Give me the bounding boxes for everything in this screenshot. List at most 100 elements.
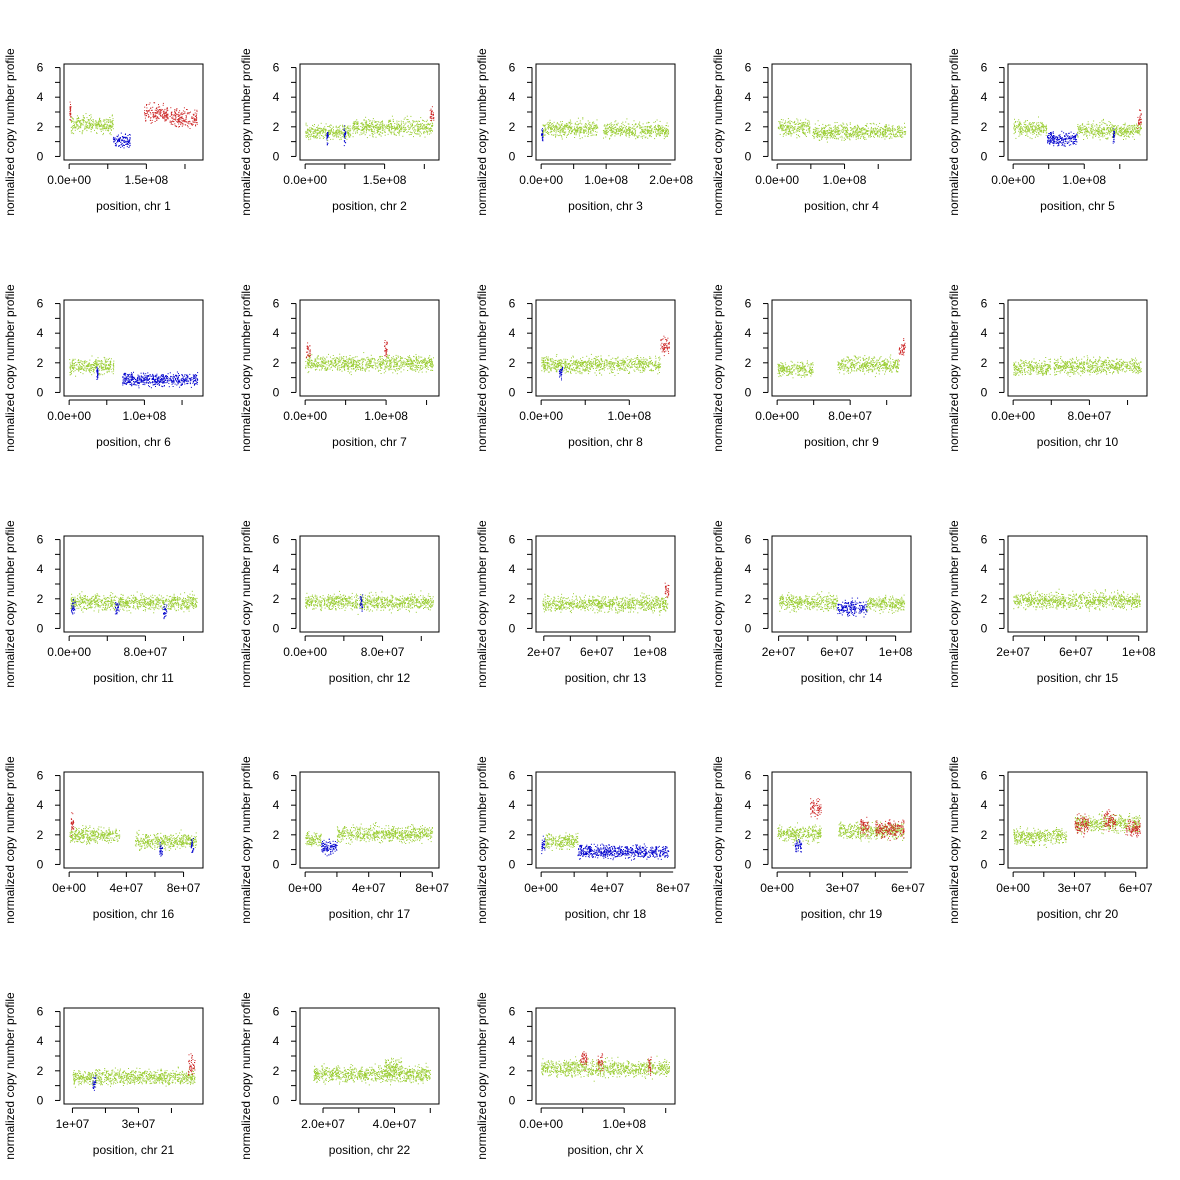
data-point xyxy=(419,125,421,127)
data-point xyxy=(824,136,826,138)
data-point xyxy=(343,136,345,138)
data-point xyxy=(182,123,184,125)
data-point xyxy=(1037,130,1039,132)
data-point xyxy=(844,132,846,134)
data-point xyxy=(1020,128,1022,130)
data-point xyxy=(117,140,119,142)
data-point xyxy=(809,132,811,134)
data-point xyxy=(586,125,588,127)
data-point xyxy=(104,127,105,129)
data-point xyxy=(108,369,110,370)
data-point xyxy=(100,362,102,364)
data-point xyxy=(375,121,376,123)
data-point xyxy=(194,120,196,122)
data-point xyxy=(97,126,99,128)
data-point xyxy=(145,113,147,115)
data-point xyxy=(102,127,104,129)
data-point xyxy=(314,136,316,137)
data-point xyxy=(368,129,370,131)
data-point xyxy=(621,125,622,127)
data-point xyxy=(409,128,411,130)
data-point xyxy=(365,124,367,126)
data-point xyxy=(413,128,415,130)
data-point xyxy=(404,117,406,119)
data-point xyxy=(1064,135,1066,136)
data-point xyxy=(832,136,834,138)
data-point xyxy=(365,126,367,128)
data-point xyxy=(70,119,72,121)
data-point xyxy=(609,126,610,127)
data-point xyxy=(1133,130,1134,132)
data-point xyxy=(391,128,392,130)
data-point xyxy=(798,135,799,137)
data-point xyxy=(1026,132,1028,134)
data-point xyxy=(337,132,339,134)
data-point xyxy=(859,128,861,130)
data-point xyxy=(416,123,418,125)
data-point xyxy=(146,104,148,105)
data-point xyxy=(162,114,163,116)
data-point xyxy=(588,133,589,135)
data-point xyxy=(71,130,73,131)
data-point xyxy=(804,126,806,128)
data-point xyxy=(614,121,616,123)
data-point xyxy=(105,129,107,131)
data-point xyxy=(396,120,398,122)
data-point xyxy=(73,122,75,124)
data-point xyxy=(792,122,794,124)
data-point xyxy=(831,129,833,131)
data-point xyxy=(178,121,180,123)
data-point xyxy=(421,123,423,124)
data-point xyxy=(388,128,390,130)
data-point xyxy=(1062,143,1063,145)
data-point xyxy=(429,128,431,130)
data-point xyxy=(879,136,880,138)
data-point xyxy=(801,123,803,125)
data-point xyxy=(647,129,649,131)
data-point xyxy=(869,123,871,124)
data-point xyxy=(1071,138,1073,139)
data-point xyxy=(1070,140,1072,142)
data-point xyxy=(154,116,156,118)
data-point xyxy=(843,127,845,129)
data-point xyxy=(90,364,92,366)
data-point xyxy=(113,360,115,362)
data-point xyxy=(91,374,93,376)
data-point xyxy=(1138,123,1139,125)
x-axis-title: position, chr 3 xyxy=(568,199,643,213)
data-point xyxy=(419,128,421,130)
data-point xyxy=(389,131,391,133)
data-point xyxy=(561,129,563,131)
data-point xyxy=(402,121,404,122)
data-point xyxy=(94,364,95,366)
data-point xyxy=(404,123,406,125)
data-point xyxy=(1140,121,1142,123)
segment-normal xyxy=(1077,118,1142,141)
data-point xyxy=(403,129,405,131)
data-point xyxy=(322,135,324,137)
data-point xyxy=(195,125,197,127)
data-point xyxy=(664,128,666,130)
data-point xyxy=(178,123,180,125)
data-point xyxy=(101,362,103,364)
data-point xyxy=(167,115,169,117)
data-point xyxy=(196,113,198,115)
data-point xyxy=(152,112,154,114)
data-point xyxy=(618,129,620,131)
data-point xyxy=(339,124,341,126)
data-point xyxy=(343,133,345,135)
data-point xyxy=(337,129,339,131)
data-point xyxy=(816,128,818,130)
data-point xyxy=(72,358,74,360)
data-point xyxy=(70,132,72,134)
data-point xyxy=(1082,129,1084,131)
data-point xyxy=(151,109,153,111)
data-point xyxy=(153,117,155,119)
data-point xyxy=(855,132,857,134)
data-point xyxy=(78,118,80,119)
data-point xyxy=(823,133,825,135)
data-point xyxy=(425,127,427,128)
y-tick-label: 4 xyxy=(509,90,516,104)
data-point xyxy=(195,118,197,120)
data-point xyxy=(366,129,367,131)
